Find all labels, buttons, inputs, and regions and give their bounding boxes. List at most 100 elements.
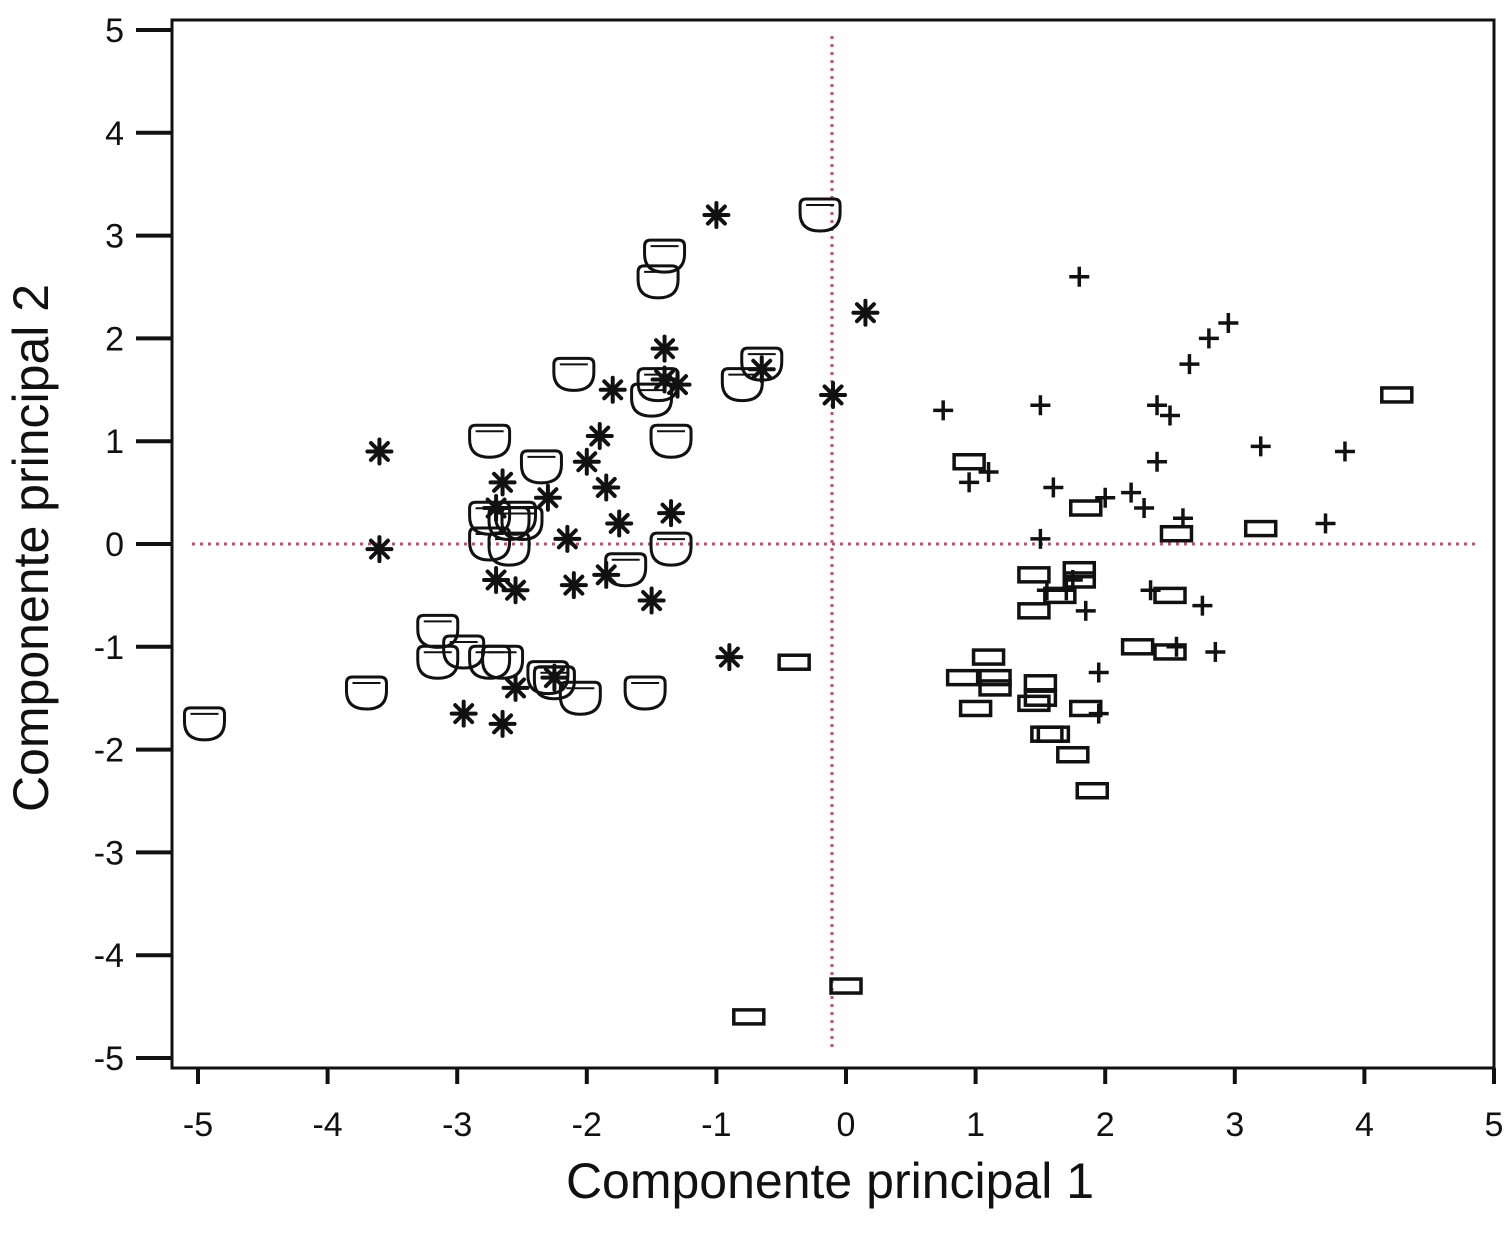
x-tick-label: -1 bbox=[701, 1106, 731, 1144]
plus-marker bbox=[1166, 636, 1187, 657]
asterisk-marker bbox=[650, 334, 679, 363]
circle-marker bbox=[487, 531, 531, 567]
plus-marker bbox=[1030, 528, 1051, 549]
plus-marker bbox=[1043, 477, 1064, 498]
asterisk-marker bbox=[702, 201, 731, 230]
plus-marker bbox=[1218, 312, 1239, 333]
rectangle-marker bbox=[978, 668, 1012, 687]
circle-marker-outline bbox=[798, 197, 842, 233]
rectangle-marker bbox=[1069, 499, 1103, 517]
plus-marker bbox=[1088, 662, 1109, 683]
asterisk-marker bbox=[553, 524, 582, 553]
asterisk-marker bbox=[501, 576, 530, 605]
rectangle-marker bbox=[1043, 586, 1077, 605]
circle-marker-outline bbox=[649, 423, 693, 459]
rectangle-marker bbox=[1120, 638, 1155, 656]
circle-marker-outline bbox=[468, 423, 512, 459]
asterisk-stroke bbox=[602, 379, 624, 401]
rectangle-marker bbox=[1023, 689, 1058, 707]
asterisk-marker bbox=[572, 447, 601, 476]
rectangle-marker-outline bbox=[1017, 694, 1051, 713]
plus-marker bbox=[1172, 508, 1193, 529]
rectangle-marker bbox=[1159, 524, 1194, 543]
rectangle-marker bbox=[952, 453, 986, 471]
circle-marker bbox=[468, 423, 512, 459]
asterisk-marker bbox=[585, 422, 614, 451]
plus-marker bbox=[1095, 487, 1116, 508]
asterisk-stroke bbox=[822, 384, 844, 406]
rectangle-marker bbox=[1153, 586, 1187, 605]
circle-marker-outline bbox=[468, 500, 512, 536]
rectangle-marker-outline bbox=[732, 1008, 766, 1026]
asterisk-stroke bbox=[505, 677, 527, 699]
rectangle-marker-outline bbox=[1243, 519, 1278, 538]
y-tick-label: -3 bbox=[94, 834, 124, 872]
rectangle-marker-outline bbox=[1159, 524, 1194, 543]
asterisk-marker bbox=[449, 699, 478, 728]
asterisk-stroke bbox=[654, 338, 676, 360]
asterisk-stroke bbox=[453, 703, 475, 725]
circle-marker-outline bbox=[630, 382, 674, 418]
rectangle-marker bbox=[1017, 566, 1051, 584]
circle-marker bbox=[630, 382, 674, 418]
asterisk-stroke bbox=[576, 451, 598, 473]
rectangle-marker-outline bbox=[978, 679, 1012, 697]
asterisk-marker bbox=[365, 437, 394, 466]
rectangle-marker-outline bbox=[945, 668, 980, 687]
rectangle-marker-outline bbox=[971, 648, 1006, 666]
asterisk-stroke bbox=[718, 646, 740, 668]
asterisk-stroke bbox=[492, 713, 514, 735]
asterisk-marker bbox=[592, 473, 621, 502]
asterisk-marker bbox=[501, 673, 530, 702]
rectangle-marker-outline bbox=[1017, 566, 1051, 584]
rectangle-marker bbox=[1062, 560, 1097, 579]
asterisk-stroke bbox=[654, 369, 676, 391]
x-tick-label: -3 bbox=[442, 1106, 472, 1144]
circle-marker-outline bbox=[481, 644, 525, 680]
circle-marker bbox=[798, 197, 842, 233]
rectangle-marker bbox=[732, 1008, 766, 1026]
rectangle-marker-outline bbox=[1043, 586, 1077, 605]
circle-marker bbox=[344, 675, 388, 711]
asterisk-stroke bbox=[556, 528, 578, 550]
y-tick-label: 4 bbox=[105, 115, 124, 153]
asterisk-marker bbox=[365, 535, 394, 564]
asterisk-marker bbox=[482, 565, 511, 594]
rectangle-marker-outline bbox=[1036, 725, 1071, 743]
asterisk-stroke bbox=[751, 358, 773, 380]
rectangle-marker bbox=[971, 648, 1006, 666]
circle-marker bbox=[558, 680, 602, 716]
plus-marker bbox=[1134, 498, 1155, 519]
circle-marker bbox=[649, 531, 693, 567]
plus-marker bbox=[1069, 266, 1090, 287]
plus-marker bbox=[933, 400, 954, 421]
circle-marker bbox=[182, 706, 226, 742]
rectangle-marker-outline bbox=[958, 699, 993, 718]
rectangle-marker bbox=[1243, 519, 1278, 538]
asterisk-marker bbox=[605, 509, 634, 538]
asterisk-stroke bbox=[660, 502, 682, 524]
asterisk-stroke bbox=[505, 579, 527, 601]
asterisk-stroke bbox=[641, 590, 663, 612]
plus-marker bbox=[1205, 641, 1226, 662]
asterisk-marker bbox=[715, 643, 744, 672]
circle-marker-outline bbox=[532, 665, 576, 701]
asterisk-marker bbox=[637, 586, 666, 615]
rectangle-marker-outline bbox=[1017, 602, 1051, 620]
rectangle-marker bbox=[1017, 602, 1051, 620]
asterisk-marker bbox=[482, 494, 511, 523]
circle-marker-outline bbox=[519, 449, 563, 485]
x-tick-label: -4 bbox=[312, 1106, 342, 1144]
asterisk-marker bbox=[559, 571, 588, 600]
rectangle-marker bbox=[978, 679, 1012, 697]
circle-marker-outline bbox=[643, 238, 687, 274]
rectangle-marker-outline bbox=[829, 977, 863, 995]
asterisk-marker bbox=[819, 380, 848, 409]
rectangle-marker-outline bbox=[1380, 386, 1414, 404]
asterisk-stroke bbox=[589, 425, 611, 447]
asterisk-stroke bbox=[667, 374, 689, 396]
plus-marker bbox=[1147, 395, 1168, 416]
asterisk-stroke bbox=[563, 574, 585, 596]
circle-marker-outline bbox=[468, 644, 512, 680]
plus-marker bbox=[1179, 354, 1200, 375]
